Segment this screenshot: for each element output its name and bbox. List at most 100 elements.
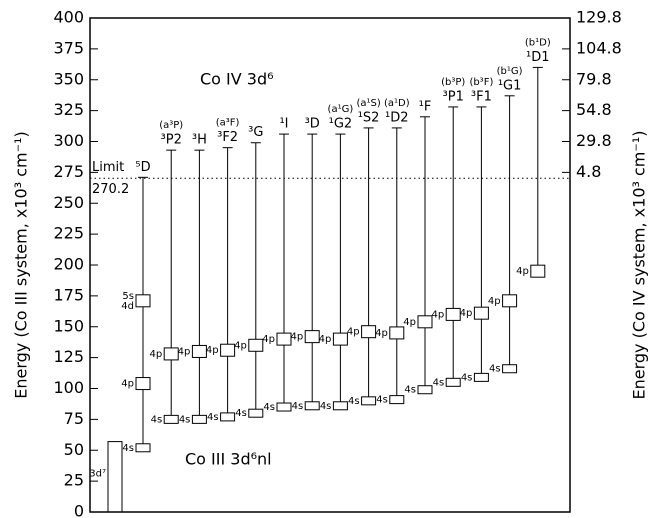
level-box <box>191 414 207 424</box>
level-label: 4d <box>121 301 134 312</box>
term-prefix: (a³F) <box>216 118 240 129</box>
level-label: 4p <box>488 296 501 307</box>
term-prefix: (a¹G) <box>328 104 354 115</box>
level-label: 4p <box>319 334 332 345</box>
limit-value: 270.2 <box>92 182 129 197</box>
level-label: 4s <box>376 395 388 406</box>
term-label: ³P2 <box>161 133 182 148</box>
annotation: Co IV 3d⁶ <box>200 70 274 89</box>
level-box <box>332 401 348 411</box>
level-box <box>417 315 433 329</box>
level-label: 4s <box>151 414 163 425</box>
level-box <box>389 395 405 405</box>
level-label: 5s <box>122 291 134 302</box>
level-box <box>191 344 207 358</box>
y-tick-label: 400 <box>53 8 84 27</box>
level-label: 4s <box>348 396 360 407</box>
term-label: ¹D1 <box>526 50 550 65</box>
y2-tick-label: 54.8 <box>576 100 612 119</box>
term-label: ¹D2 <box>385 110 409 125</box>
y2-tick-label: 4.8 <box>576 162 601 181</box>
level-label: 4s <box>122 443 134 454</box>
level-label: 4s <box>404 385 416 396</box>
term-label: ³D <box>305 117 320 132</box>
y-tick-label: 350 <box>53 69 84 88</box>
level-box <box>276 332 292 346</box>
y-tick-label: 300 <box>53 131 84 150</box>
level-box <box>361 396 377 406</box>
y2-axis-title: Energy (Co IV system, x10³ cm⁻¹) <box>630 131 649 400</box>
level-box <box>304 330 320 344</box>
y-tick-label: 200 <box>53 255 84 274</box>
term-label: ¹G2 <box>329 117 353 132</box>
ground-label: 3d⁷ <box>89 468 106 479</box>
level-box <box>445 307 461 321</box>
y2-tick-label: 104.8 <box>576 38 622 57</box>
level-box <box>473 372 489 382</box>
term-label: ³F2 <box>217 130 238 145</box>
level-label: 4s <box>207 412 219 423</box>
level-label: 4p <box>375 328 388 339</box>
level-box <box>248 408 264 418</box>
y-tick-label: 225 <box>53 224 84 243</box>
level-box <box>417 385 433 395</box>
term-prefix: (b¹G) <box>497 66 523 77</box>
y-tick-label: 250 <box>53 193 84 212</box>
y-tick-label: 150 <box>53 316 84 335</box>
level-label: 4p <box>206 345 219 356</box>
annotation: Co III 3d⁶nl <box>185 450 272 469</box>
term-label: ³G <box>248 125 263 140</box>
level-label: 4s <box>461 372 473 383</box>
level-label: 4s <box>235 408 247 419</box>
y-tick-label: 175 <box>53 285 84 304</box>
level-box <box>473 306 489 320</box>
level-box <box>304 401 320 411</box>
term-prefix: (a¹D) <box>384 98 410 109</box>
level-label: 4p <box>460 308 473 319</box>
level-label: 4s <box>292 401 304 412</box>
level-box <box>361 325 377 339</box>
level-box <box>502 364 518 374</box>
term-prefix: (a¹S) <box>356 98 380 109</box>
level-label: 4p <box>234 340 247 351</box>
level-label: 4p <box>149 349 162 360</box>
term-label: ¹S2 <box>358 110 380 125</box>
level-box <box>135 294 151 308</box>
level-label: 4p <box>121 379 134 390</box>
term-prefix: (b³P) <box>441 77 465 88</box>
level-box <box>135 443 151 453</box>
level-label: 4p <box>178 346 191 357</box>
y2-tick-label: 29.8 <box>576 131 612 150</box>
term-label: ⁵D <box>135 160 150 175</box>
level-label: 4s <box>263 402 275 413</box>
level-box <box>163 347 179 361</box>
level-box <box>389 326 405 340</box>
level-label: 4p <box>403 317 416 328</box>
term-label: ¹F <box>419 99 432 114</box>
term-label: ³H <box>192 133 207 148</box>
term-label: ³P1 <box>443 89 464 104</box>
y-tick-label: 75 <box>64 409 84 428</box>
level-box <box>220 412 236 422</box>
y-tick-label: 50 <box>64 440 84 459</box>
y-axis-title: Energy (Co III system, x10³ cm⁻¹) <box>12 131 31 398</box>
y-tick-label: 100 <box>53 378 84 397</box>
level-label: 4p <box>431 309 444 320</box>
y2-tick-label: 129.8 <box>576 8 622 27</box>
ground-level <box>107 441 123 513</box>
term-label: ³F1 <box>471 89 492 104</box>
level-label: 4p <box>290 332 303 343</box>
y2-tick-label: 79.8 <box>576 69 612 88</box>
y-tick-label: 275 <box>53 162 84 181</box>
y-tick-label: 375 <box>53 38 84 57</box>
limit-label: Limit <box>92 160 124 175</box>
level-box <box>530 264 546 278</box>
level-label: 4p <box>262 334 275 345</box>
level-box <box>248 338 264 352</box>
level-box <box>276 402 292 412</box>
level-box <box>502 294 518 308</box>
level-label: 4s <box>433 377 445 388</box>
level-label: 4s <box>489 364 501 375</box>
level-box <box>135 377 151 391</box>
term-prefix: (a³P) <box>159 120 183 131</box>
